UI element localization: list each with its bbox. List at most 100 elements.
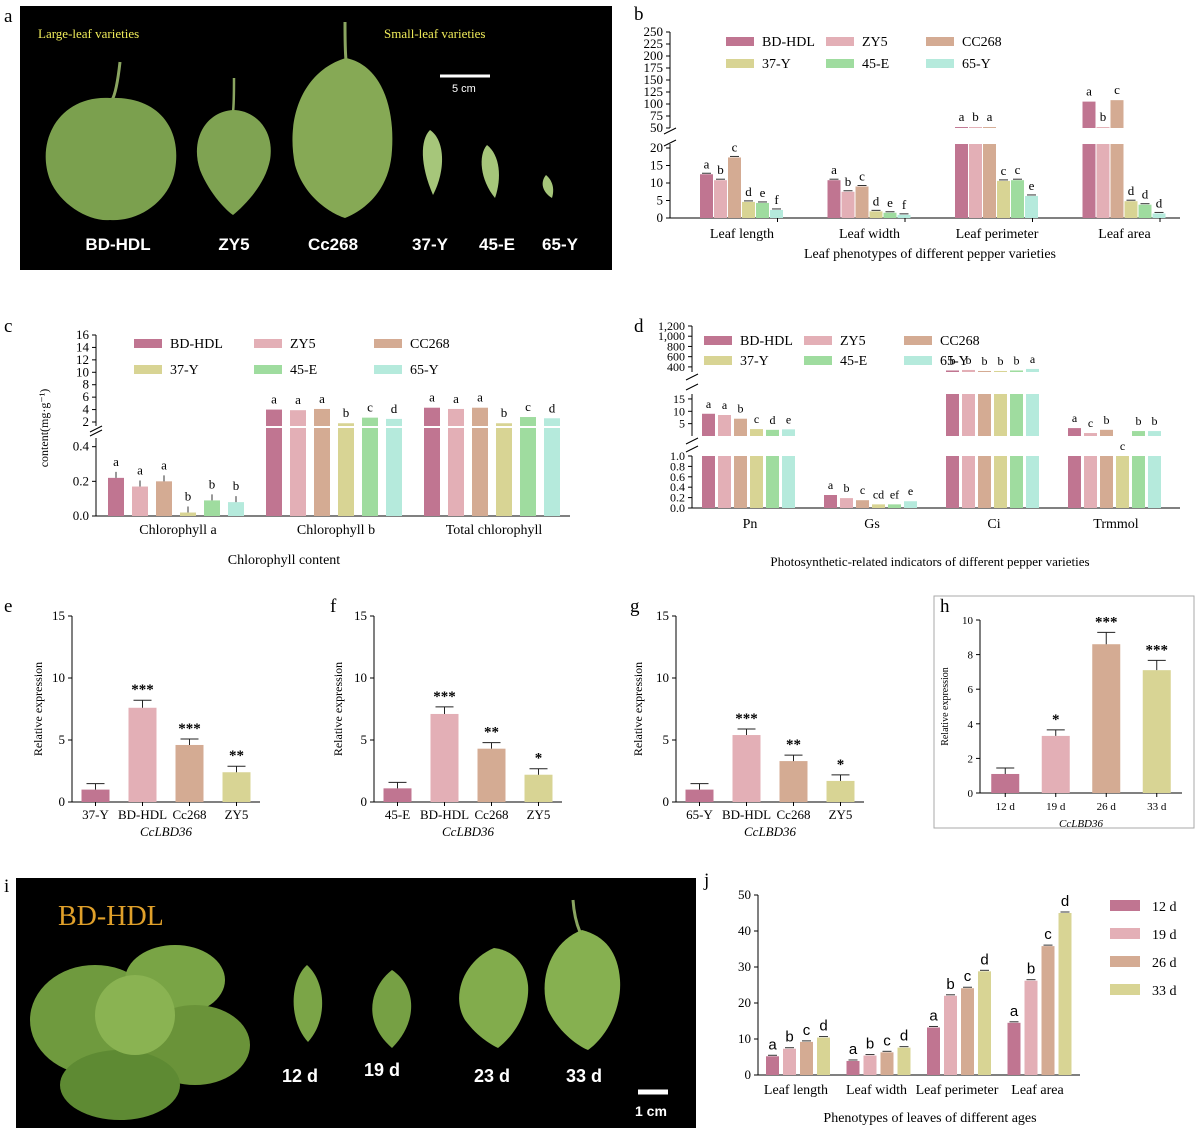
panel-i: i BD-HDL 12 d 19 d 23 d 33 d 1 cm — [0, 870, 700, 1135]
d-ytick-label: 0.4 — [670, 480, 685, 494]
b-sig-letter: e — [1029, 178, 1035, 193]
photo-header-right: Small-leaf varieties — [384, 26, 485, 41]
b-legend-label-1: ZY5 — [862, 35, 888, 50]
b-legend-swatch-1 — [826, 37, 854, 46]
photo-label-5: 65-Y — [542, 235, 579, 254]
b-category-label: Leaf perimeter — [956, 227, 1039, 242]
d-category-label: Pn — [743, 517, 758, 532]
b-sig-letter: a — [987, 109, 993, 124]
c-ytick-label: 10 — [76, 364, 89, 379]
e-errorbar — [180, 738, 199, 745]
j-legend-label-3: 33 d — [1152, 984, 1177, 999]
d-ytick-label: 0.2 — [670, 491, 685, 505]
b-category-label: Leaf width — [839, 227, 900, 242]
d-sig-letter: b — [982, 354, 988, 368]
g-bar — [826, 780, 855, 802]
c-bar — [266, 428, 282, 516]
d-bar-mid — [1100, 429, 1113, 436]
d-bar-mid — [994, 394, 1007, 436]
f-errorbar — [482, 742, 501, 749]
f-category-label: BD-HDL — [420, 807, 469, 822]
h-bar — [1092, 644, 1121, 793]
d-sig-letter: b — [950, 353, 956, 367]
photo-i-labels: 12 d 19 d 23 d 33 d — [282, 1060, 602, 1086]
d-bar-mid — [766, 429, 779, 436]
b-sig-letter: d — [873, 193, 880, 208]
c-legend-swatch-2 — [374, 339, 402, 348]
chart-e: e 0 5 10 15 Relative expression 37-Y *** BD-HDL *… — [4, 596, 260, 839]
d-bar-mid — [962, 394, 975, 436]
b-sig-letter: b — [1100, 109, 1107, 124]
panel-c: c 0.0 0.2 0.4 2 4 6 8 10 12 14 16 content(mg·g⁻¹) a a a… — [0, 310, 620, 580]
scale-bar-i-label: 1 cm — [635, 1103, 667, 1119]
b-sig-letter: d — [1128, 183, 1135, 198]
c-bar — [314, 428, 330, 516]
d-legend-swatch-3 — [704, 356, 732, 365]
panel-g-letter: g — [630, 596, 640, 617]
b-ytick-label: 15 — [650, 158, 663, 173]
j-bar — [766, 1056, 779, 1075]
d-sig-letter: e — [786, 412, 791, 426]
h-category-label: 12 d — [996, 801, 1016, 813]
f-bar — [477, 748, 506, 802]
j-sig-letter: a — [1010, 1003, 1019, 1020]
b-axis-break — [663, 127, 677, 147]
b-bar — [827, 180, 841, 218]
c-legend-label-4: 45-E — [290, 363, 317, 378]
d-sig-letter: b — [1152, 414, 1158, 428]
h-significance: *** — [1146, 642, 1169, 658]
g-errorbar — [690, 783, 709, 790]
d-bar-top — [978, 370, 991, 372]
c-sig-letter: a — [137, 463, 143, 478]
d-sig-letter: c — [1088, 416, 1093, 430]
e-ytick-label: 5 — [59, 732, 66, 747]
b-sig-letter: e — [887, 195, 893, 210]
j-sig-letter: b — [866, 1036, 874, 1053]
c-bar-upper — [520, 417, 536, 426]
j-bar — [927, 1027, 940, 1075]
b-sig-letter: f — [902, 197, 907, 212]
j-ytick-label: 10 — [738, 1031, 751, 1046]
leaf-33d — [544, 899, 621, 1050]
j-bar — [800, 1041, 813, 1075]
d-bar — [904, 501, 917, 508]
g-ylabel: Relative expression — [631, 662, 645, 756]
d-ytick-label: 15 — [673, 392, 685, 406]
g-significance: ** — [786, 737, 801, 753]
j-sig-letter: c — [964, 968, 972, 985]
d-bar — [718, 456, 731, 508]
j-ytick-label: 0 — [745, 1067, 752, 1082]
c-ytick-label: 16 — [76, 327, 90, 342]
b-ytick-label: 10 — [650, 175, 663, 190]
g-significance: * — [837, 757, 845, 773]
g-xlabel: CcLBD36 — [744, 824, 797, 839]
c-sig-letter: a — [319, 391, 325, 406]
b-bar-upper — [955, 127, 968, 128]
b-sig-letter: e — [760, 185, 766, 200]
c-legend-swatch-5 — [374, 365, 402, 374]
e-significance: ** — [229, 748, 244, 764]
g-ytick-label: 15 — [656, 608, 669, 623]
b-bar — [869, 211, 883, 218]
d-ytick-label: 600 — [667, 350, 685, 364]
j-bar — [817, 1037, 830, 1075]
photo-labels: BD-HDL ZY5 Cc268 37-Y 45-E 65-Y — [85, 235, 578, 254]
d-ytick-label: 0.6 — [670, 470, 685, 484]
j-sig-letter: d — [900, 1028, 908, 1045]
j-bar — [1007, 1022, 1021, 1075]
j-legend-swatch-1 — [1110, 928, 1140, 939]
f-significance: *** — [433, 689, 456, 705]
j-bar — [783, 1048, 796, 1075]
j-sig-letter: b — [1027, 961, 1035, 978]
b-legend-label-5: 65-Y — [962, 57, 991, 72]
c-category-label: Chlorophyll b — [297, 523, 375, 538]
photo-i-label-2: 23 d — [474, 1066, 510, 1086]
chart-h: h 0 2 4 6 8 10 Relative expression 12 d * 19 d *** 2… — [933, 595, 1195, 830]
d-bar — [888, 504, 901, 508]
e-bar — [222, 772, 251, 802]
d-sig-letter: d — [770, 413, 776, 427]
g-errorbar — [831, 774, 850, 781]
e-bar — [81, 789, 110, 802]
b-sig-letter: c — [1015, 162, 1021, 177]
d-sig-letter: a — [706, 397, 712, 411]
